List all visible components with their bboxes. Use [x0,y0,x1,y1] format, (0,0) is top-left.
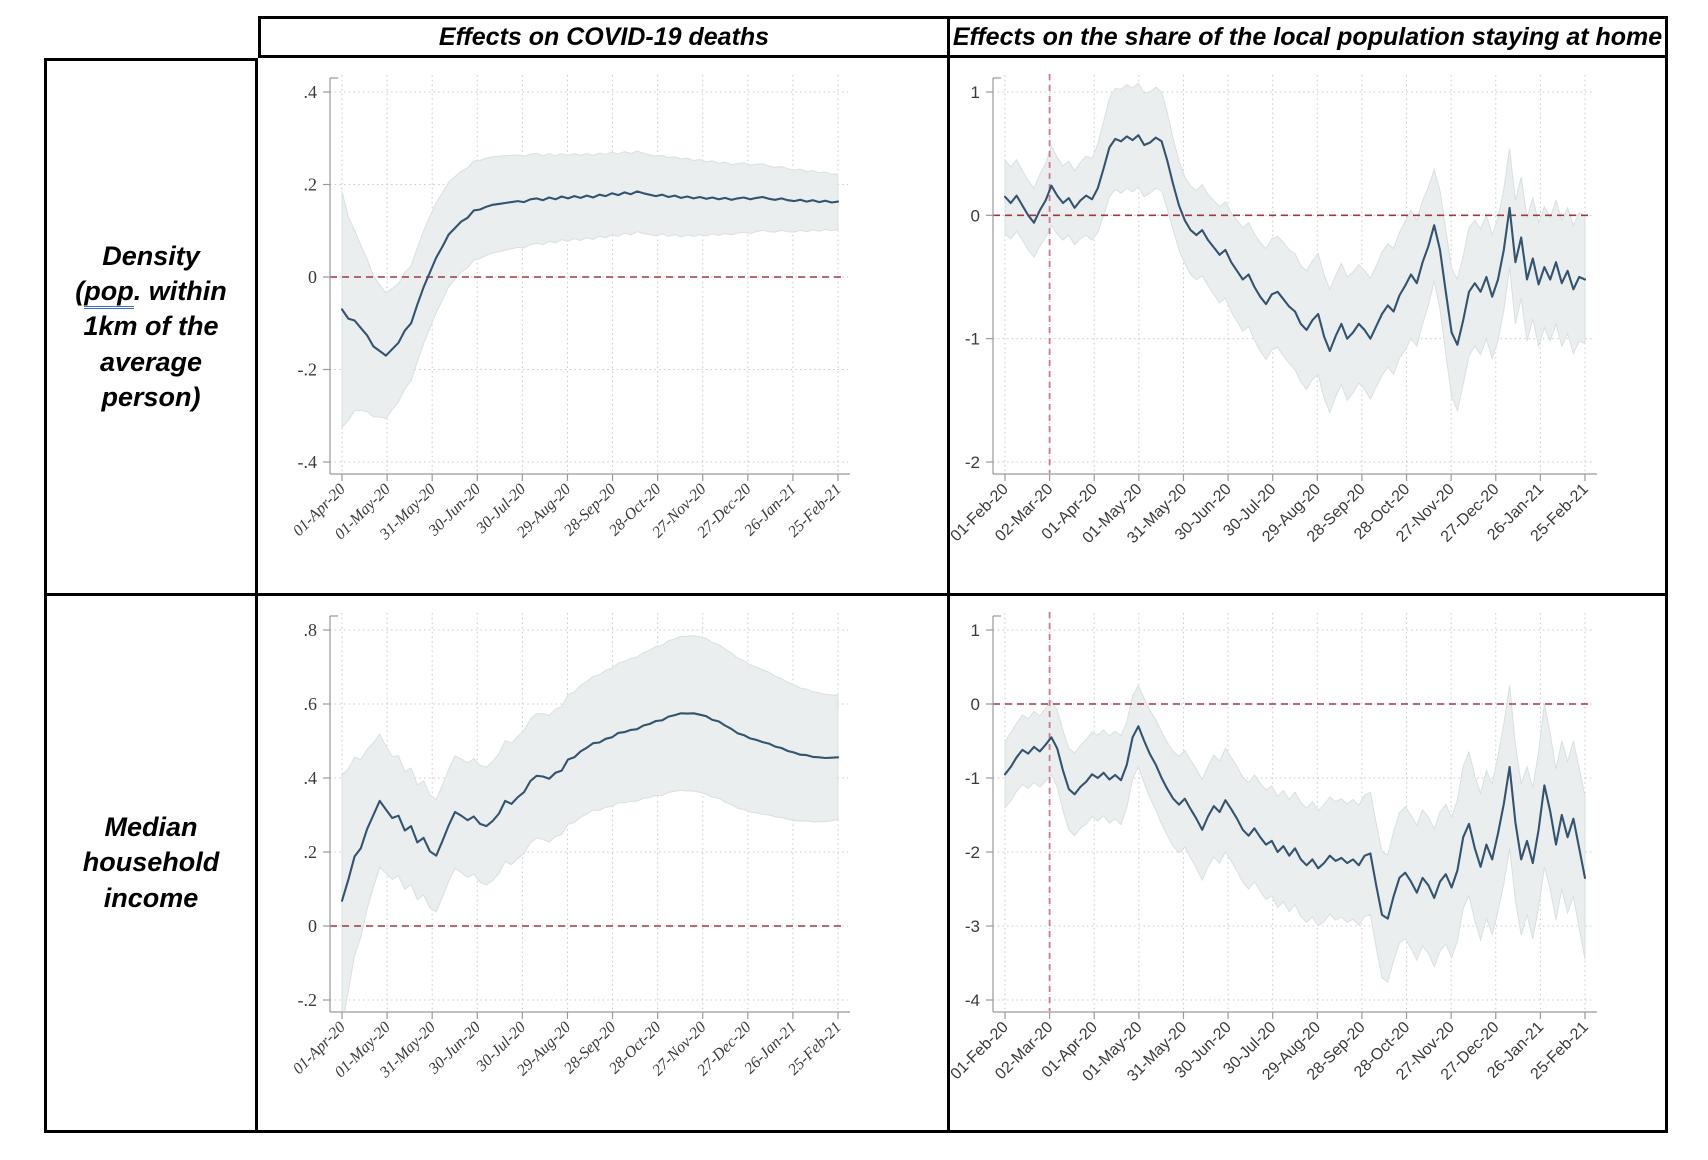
svg-text:.6: .6 [304,694,318,714]
confidence-band [1004,684,1586,984]
svg-text:.2: .2 [304,842,318,862]
chart-cell-deaths-income: .8 .6 .4 .2 0 -.2 01-Apr-20 01-May-20 31-May-20 3… [258,596,950,1133]
line-chart-deaths-density: .4 .2 0 -.2 -.4 01-Apr-2001-May-2031-May-2030… [290,75,850,544]
row-label-density-line4: average person) [99,346,203,412]
svg-text:-1: -1 [965,769,980,788]
confidence-band [341,150,839,429]
series-line [1003,134,1587,353]
y-axis-labels: 1 0 -1 -2 [965,83,980,472]
svg-text:0: 0 [308,267,317,287]
chart-cell-deaths-density: .4 .2 0 -.2 -.4 01-Apr-20 01-May-20 31-May-20 30… [258,58,950,596]
confidence-band [341,635,839,1011]
row-label-density-line2: (pop. within [75,274,227,310]
corner-empty-cell [44,16,258,58]
line-chart-deaths-income: .8 .6 .4 .2 0 -.2 01-Apr-2001-May-2031-May-203… [290,613,850,1082]
series-line [1003,725,1587,920]
series-line [340,190,840,357]
svg-text:.8: .8 [304,620,318,640]
column-header-deaths-text: Effects on COVID-19 deaths [438,22,770,51]
row-label-income-line2: household [82,847,220,878]
row-label-income-line1: Median [104,812,198,843]
svg-text:1: 1 [971,621,980,640]
svg-text:1: 1 [971,83,980,102]
svg-text:-2: -2 [965,453,980,472]
x-axis-labels: 01-Apr-2001-May-2031-May-2030-Jun-2030-J… [290,1019,845,1082]
svg-text:-3: -3 [965,917,980,936]
svg-text:-4: -4 [965,991,980,1010]
svg-text:0: 0 [971,206,980,225]
svg-text:.4: .4 [304,768,318,788]
svg-text:.2: .2 [304,175,318,195]
line-chart-home-density: 1 0 -1 -2 01-Feb-2002-Mar-2001-Apr-2001-May-… [950,74,1597,547]
svg-text:0: 0 [971,695,980,714]
chart-cell-home-density: 1 0 -1 -2 01-Feb-20 02-Mar-20 01-Apr-20 01-May-… [950,58,1668,596]
grammar-underlined-word: pop [84,276,134,310]
column-header-deaths: Effects on COVID-19 deaths [258,16,950,58]
line-chart-home-income: 1 0 -1 -2 -3 -4 01-Feb-2002-Mar-2001-Apr-2001-… [950,612,1597,1085]
svg-text:-.4: -.4 [298,452,318,472]
row-label-income: Median household income [44,596,258,1133]
x-axis-labels: 01-Feb-2002-Mar-2001-Apr-2001-May-2031-M… [950,481,1592,547]
chart-cell-home-income: 1 0 -1 -2 -3 -4 01-Feb-20 02-Mar-20 01-Apr-20 01-… [950,596,1668,1133]
y-axis-labels: .4 .2 0 -.2 -.4 [298,82,318,472]
x-axis-labels: 01-Feb-2002-Mar-2001-Apr-2001-May-2031-M… [950,1019,1592,1085]
x-axis-labels: 01-Apr-2001-May-2031-May-2030-Jun-2030-J… [290,481,845,544]
svg-text:0: 0 [308,916,317,936]
confidence-band [1004,82,1586,415]
svg-text:-.2: -.2 [298,360,318,380]
axes [986,77,1597,481]
svg-text:-2: -2 [965,843,980,862]
series-line [340,712,840,902]
figure-table: Effects on COVID-19 deaths Effects on th… [44,16,1668,1133]
svg-text:.4: .4 [304,82,318,102]
svg-text:-1: -1 [965,330,980,349]
row-label-income-line3: income [103,882,199,913]
axes [323,77,850,481]
y-axis-labels: 1 0 -1 -2 -3 -4 [965,621,980,1010]
axes [323,615,850,1019]
axes [986,615,1597,1019]
column-header-stay-home-text: Effects on the share of the local popula… [952,22,1663,51]
row-label-density-line3: 1km of the [83,311,219,342]
y-axis-labels: .8 .6 .4 .2 0 -.2 [298,620,318,1010]
column-header-stay-home: Effects on the share of the local popula… [950,16,1668,58]
row-label-density-line1: Density [102,241,200,272]
svg-text:-.2: -.2 [298,990,318,1010]
row-label-density: Density (pop. within 1km of the average … [44,58,258,596]
